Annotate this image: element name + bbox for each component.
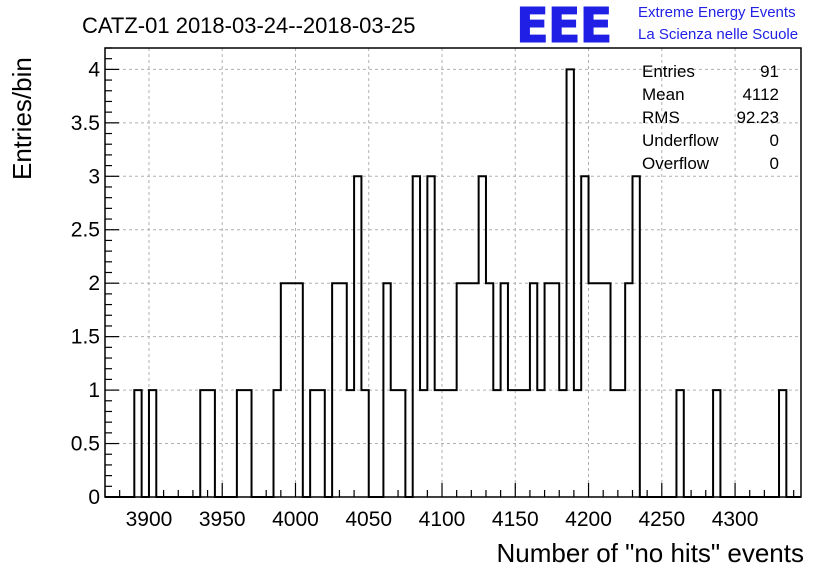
y-tick-label: 1: [88, 379, 100, 402]
stats-label: Overflow: [642, 154, 710, 173]
eee-logo: EEE Extreme Energy Events La Scienza nel…: [516, 0, 799, 55]
y-tick-label: 0.5: [71, 433, 100, 456]
x-tick-label: 3900: [126, 508, 173, 531]
y-tick-label: 4: [88, 58, 100, 81]
stats-value: 4112: [742, 85, 779, 104]
grid-lines: [105, 48, 801, 497]
y-tick-label: 2.5: [71, 219, 100, 242]
x-tick-label: 4050: [345, 508, 392, 531]
stats-value: 92.23: [736, 108, 779, 127]
x-tick-label: 4100: [419, 508, 466, 531]
axis-ticks: [104, 47, 795, 498]
stats-value: 0: [770, 131, 779, 150]
y-tick-label: 3.5: [71, 112, 100, 135]
x-tick-label: 4200: [565, 508, 612, 531]
stats-value: 91: [760, 62, 779, 81]
x-tick-labels: 3900 3950 4000 4050 4100 4150 4200 4250 4300: [126, 508, 759, 531]
x-tick-label: 3950: [199, 508, 246, 531]
y-tick-label: 2: [88, 272, 100, 295]
x-tick-label: 4000: [272, 508, 319, 531]
y-tick-label: 0: [88, 486, 100, 509]
stats-label: RMS: [642, 108, 680, 127]
plot-frame: [104, 47, 802, 498]
stats-box: Entries 91 Mean 4112 RMS 92.23 Underflow 0 Overf…: [642, 62, 779, 173]
stats-label: Entries: [642, 62, 695, 81]
y-tick-label: 3: [88, 165, 100, 188]
x-axis-title: Number of "no hits" events: [497, 538, 805, 568]
y-axis-title: Entries/bin: [7, 57, 37, 180]
x-tick-label: 4150: [492, 508, 539, 531]
y-tick-label: 1.5: [71, 326, 100, 349]
x-tick-label: 4300: [712, 508, 759, 531]
eee-logo-mark: EEE: [516, 0, 611, 54]
y-tick-labels: 0 0.5 1 1.5 2 2.5 3 3.5 4: [71, 58, 101, 509]
eee-logo-line2: La Scienza nelle Scuole: [638, 26, 798, 43]
stats-value: 0: [770, 154, 779, 173]
stats-label: Underflow: [642, 131, 719, 150]
chart-title: CATZ-01 2018-03-24--2018-03-25: [82, 13, 415, 38]
eee-logo-line1: Extreme Energy Events: [638, 4, 796, 21]
stats-label: Mean: [642, 85, 685, 104]
x-tick-label: 4250: [638, 508, 685, 531]
